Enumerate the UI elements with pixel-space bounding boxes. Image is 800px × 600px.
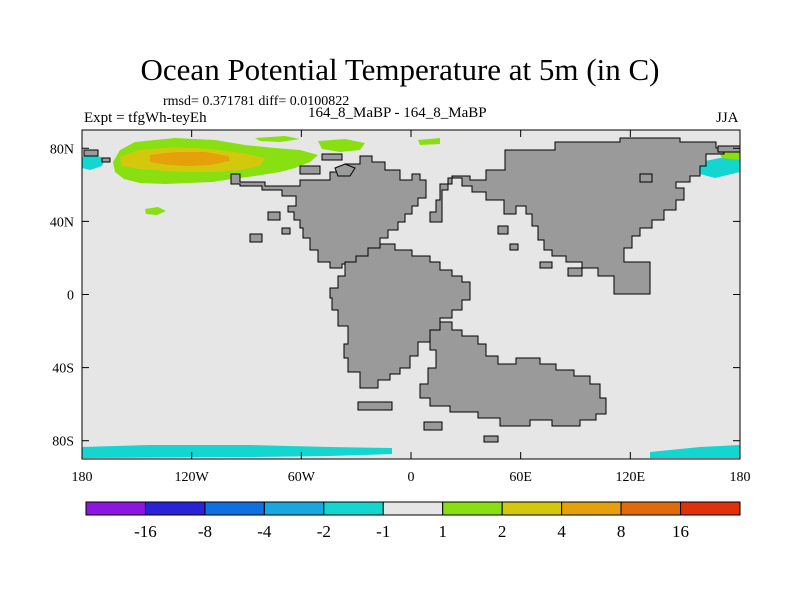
colorbar-label: -8 xyxy=(198,522,212,541)
land-greenland xyxy=(334,163,356,177)
land-island-13 xyxy=(321,153,343,161)
colorbar-label: 2 xyxy=(498,522,507,541)
colorbar-swatch xyxy=(204,501,265,516)
x-tick-label: 120E xyxy=(616,470,646,485)
land-island-8 xyxy=(509,243,519,251)
colorbar-swatch xyxy=(680,501,741,516)
land-island-10 xyxy=(567,267,583,277)
colorbar-label: 1 xyxy=(438,522,447,541)
colorbar-swatch xyxy=(620,501,682,516)
colorbar-swatch xyxy=(561,501,622,516)
land-island-4 xyxy=(357,401,393,411)
x-tick-label: 0 xyxy=(408,470,415,485)
anomaly-green-siberia xyxy=(720,152,740,160)
colorbar-swatch xyxy=(323,501,384,516)
land-island-9 xyxy=(539,261,553,269)
season-label: JJA xyxy=(716,110,739,126)
colorbar-label: 16 xyxy=(672,522,689,541)
y-tick-label: 0 xyxy=(67,289,74,304)
map-panel: 180 120W 60W 0 60E 120E 180 80N 40N 0 40S 80S xyxy=(50,129,751,485)
anomaly-cyan-south-east xyxy=(650,445,740,458)
x-tick-label: 180 xyxy=(730,470,751,485)
anomaly-arctic-green-north xyxy=(255,136,300,142)
land-island-14 xyxy=(83,149,99,157)
anomaly-green-east-strip xyxy=(418,138,440,145)
colorbar-label: -1 xyxy=(376,522,390,541)
colorbar-swatch xyxy=(442,501,503,516)
anomaly-green-midlat xyxy=(145,207,166,215)
y-tick-label: 80N xyxy=(50,142,74,157)
land-island-3 xyxy=(281,227,291,235)
land-island-7 xyxy=(497,225,509,235)
land-north-america xyxy=(230,155,427,269)
y-tick-label: 40S xyxy=(52,362,74,377)
x-tick-label: 60E xyxy=(509,470,532,485)
colorbar-label: -16 xyxy=(134,522,157,541)
land-island-2 xyxy=(267,211,281,221)
colorbar-label: -2 xyxy=(317,522,331,541)
anomaly-arctic-orange xyxy=(150,152,230,166)
anomaly-cyan-west xyxy=(82,155,105,170)
y-tick-label: 80S xyxy=(52,435,74,450)
colorbar-label: -4 xyxy=(257,522,272,541)
colorbar-swatch xyxy=(263,501,325,516)
colorbar-label: 8 xyxy=(617,522,626,541)
stats-text: rmsd= 0.371781 diff= 0.0100822 xyxy=(163,94,350,109)
anomaly-cyan-south-west xyxy=(82,445,392,458)
x-tick-label: 120W xyxy=(175,470,210,485)
land-island-12 xyxy=(299,165,321,175)
x-tick-label: 60W xyxy=(288,470,316,485)
y-tick-label: 40N xyxy=(50,215,74,230)
anomaly-cyan-east xyxy=(700,158,740,178)
land-island-15 xyxy=(101,157,111,163)
axis-ticks: 180 120W 60W 0 60E 120E 180 80N 40N 0 40S 80S xyxy=(50,130,751,485)
land-island-11 xyxy=(639,173,653,183)
anomaly-arctic-green-east xyxy=(318,139,365,152)
experiment-name: 164_8_MaBP - 164_8_MaBP xyxy=(308,105,487,121)
experiment-label: Expt = tfgWh-teyEh xyxy=(84,110,207,126)
land-island-5 xyxy=(423,421,443,431)
colorbar-swatch xyxy=(85,501,146,516)
land-island-6 xyxy=(483,435,499,443)
land-island-1 xyxy=(249,233,263,243)
x-tick-label: 180 xyxy=(72,470,93,485)
colorbar-swatch xyxy=(144,501,206,516)
colorbar-label: 4 xyxy=(557,522,566,541)
colorbar-swatch xyxy=(382,501,444,516)
map-title: Ocean Potential Temperature at 5m (in C) xyxy=(140,52,660,87)
colorbar: -16 -8 -4 -2 -1 1 2 4 8 16 xyxy=(85,501,741,541)
land-masses xyxy=(83,137,741,443)
land-island-16 xyxy=(717,145,741,153)
land-africa-australia xyxy=(419,321,607,427)
colorbar-swatch xyxy=(501,501,563,516)
